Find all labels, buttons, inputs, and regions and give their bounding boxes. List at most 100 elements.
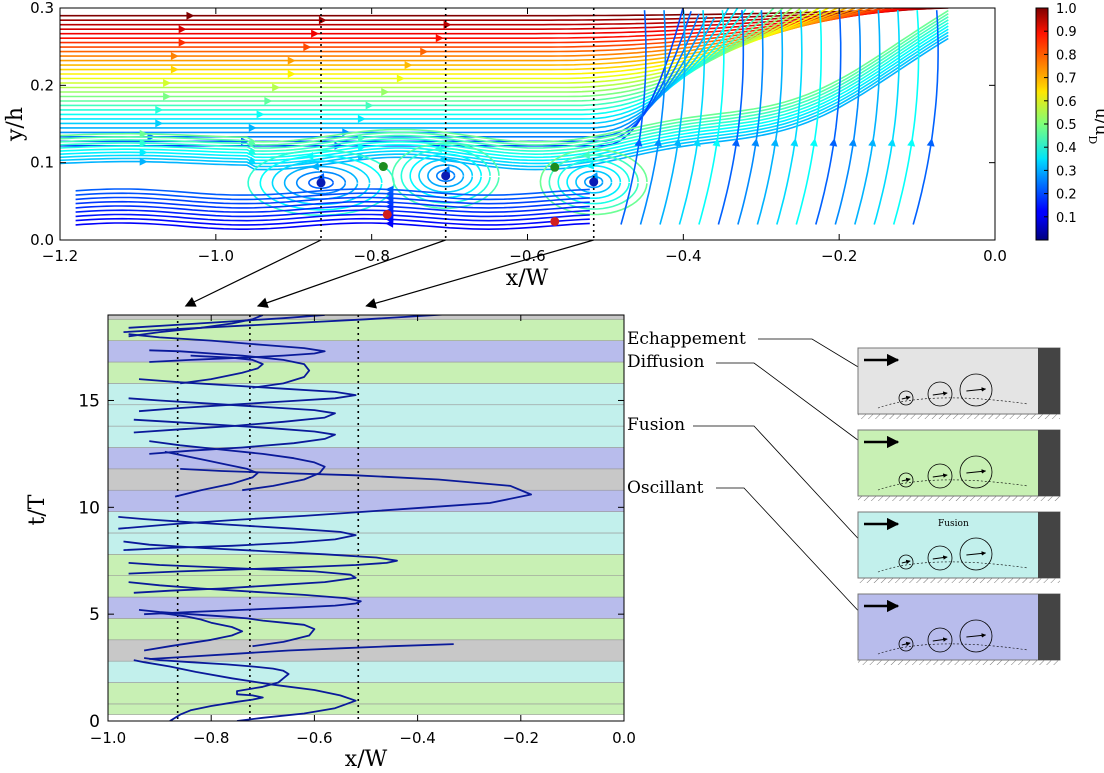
regime-label-oscillant: Oscillant xyxy=(627,478,704,498)
streamline-arrow xyxy=(435,34,444,43)
streamline-arrow xyxy=(287,70,296,79)
streamline-arrow xyxy=(673,138,682,147)
leader-oscillant xyxy=(716,487,879,633)
regime-band xyxy=(108,361,624,384)
leader-fusion xyxy=(693,425,879,561)
streamline-arrow xyxy=(712,138,721,147)
streamline xyxy=(60,8,809,84)
sketch-wall xyxy=(1038,512,1060,578)
top-x-tick-label: −1.0 xyxy=(198,247,234,265)
streamline-arrow xyxy=(654,138,662,147)
trajectory-line xyxy=(118,468,532,530)
critical-points xyxy=(316,162,599,226)
bottom-x-tick-label: −0.6 xyxy=(296,729,332,747)
sketch-echappement xyxy=(857,347,1061,419)
sketch-vortex-arrow xyxy=(966,633,987,638)
sketch-vortex-arrow xyxy=(901,559,911,565)
streamline xyxy=(678,10,706,225)
trajectory-line xyxy=(180,354,264,385)
streamline xyxy=(391,142,500,210)
trajectory-panel: −1.0 −0.8 −0.6 −0.4 −0.2 0.0 0 5 10 15 x/W t/T xyxy=(25,314,636,772)
streamline xyxy=(60,9,949,143)
saddle-point xyxy=(378,162,388,172)
trajectory-line xyxy=(128,562,357,594)
bottom-y-tick-label: 0 xyxy=(89,712,100,732)
colorbar-tick-label: 0.3 xyxy=(1056,164,1077,179)
streamline xyxy=(60,8,886,48)
sketch-vortex xyxy=(927,381,953,407)
streamline xyxy=(60,8,684,147)
sketch-wall xyxy=(1038,594,1060,660)
streamline-arrow xyxy=(848,138,857,147)
regime-band xyxy=(108,532,624,555)
streamline-arrow xyxy=(634,138,643,147)
streamline xyxy=(75,205,590,214)
top-x-ticks: −1.2 −1.0 −0.8 −0.6 −0.4 −0.2 0.0 xyxy=(42,8,1007,265)
sketch-vortex-arrow xyxy=(932,473,948,478)
streamline xyxy=(60,10,692,143)
colorbar-tick-label: 1.0 xyxy=(1056,2,1077,17)
regime-band xyxy=(108,660,624,683)
streamline xyxy=(639,10,667,225)
bottom-x-tick-label: −1.0 xyxy=(90,729,126,747)
connector-arrow xyxy=(256,239,446,308)
trajectory-line xyxy=(149,349,311,389)
streamline xyxy=(776,10,803,225)
streamline-arrow xyxy=(585,161,595,170)
bottom-x-axis-label: x/W xyxy=(345,747,388,772)
regime-legend: Echappement Diffusion Fusion Oscillant F… xyxy=(627,329,1061,665)
streamline xyxy=(283,165,359,200)
regime-label-echappement: Echappement xyxy=(627,329,746,349)
streamline xyxy=(60,25,949,159)
streamline xyxy=(60,28,949,162)
streamline xyxy=(418,158,474,193)
regime-band xyxy=(108,682,624,705)
streamline-arrow xyxy=(926,138,935,147)
leader-echappement xyxy=(758,338,879,380)
streamline xyxy=(295,171,347,195)
trajectory-line xyxy=(143,612,244,652)
streamline xyxy=(756,10,784,225)
bottom-x-ticks: −1.0 −0.8 −0.6 −0.4 −0.2 0.0 xyxy=(90,315,636,747)
trajectory-line xyxy=(118,516,357,551)
sketch-fusion: Fusion xyxy=(857,511,1061,583)
streamline xyxy=(75,192,590,201)
streamline-arrow xyxy=(420,47,429,56)
top-y-tick-label: 0.2 xyxy=(30,76,54,94)
top-y-tick-label: 0.3 xyxy=(30,0,54,17)
streamline-arrow xyxy=(381,87,390,96)
streamline xyxy=(548,154,639,210)
sketch-vortex xyxy=(959,373,993,407)
vortex-center-point xyxy=(589,177,599,187)
sketch-panel xyxy=(857,347,1061,415)
streamline xyxy=(75,222,590,231)
streamline-arrow xyxy=(248,123,257,132)
streamline xyxy=(815,10,842,225)
bottom-y-tick-label: 5 xyxy=(89,605,100,625)
sketch-vortex xyxy=(898,390,914,406)
sketch-vortex-arrow xyxy=(932,637,948,642)
streamline-arrow xyxy=(907,138,916,147)
trajectory-line xyxy=(128,397,336,434)
streamline xyxy=(60,19,949,152)
sketch-floor-hatch xyxy=(858,660,1060,665)
streamline-arrow xyxy=(272,83,281,92)
streamline-arrow xyxy=(868,138,877,147)
streamline-arrow xyxy=(155,105,164,114)
streamline xyxy=(60,10,755,111)
streamline-arrow xyxy=(887,138,896,147)
streamline-arrow xyxy=(303,43,312,52)
streamline-arrow xyxy=(264,96,273,105)
trajectory-lines xyxy=(118,315,532,721)
streamline xyxy=(539,148,648,216)
regime-band xyxy=(108,575,624,598)
trajectory-line xyxy=(133,659,357,721)
sketch-vortex-arrow xyxy=(932,555,948,560)
streamline xyxy=(75,209,590,218)
streamline-arrow xyxy=(170,52,179,61)
streamline xyxy=(620,10,647,225)
bottom-axes-frame xyxy=(107,314,625,722)
leader-lines xyxy=(693,338,879,633)
trajectory-line xyxy=(149,643,454,660)
